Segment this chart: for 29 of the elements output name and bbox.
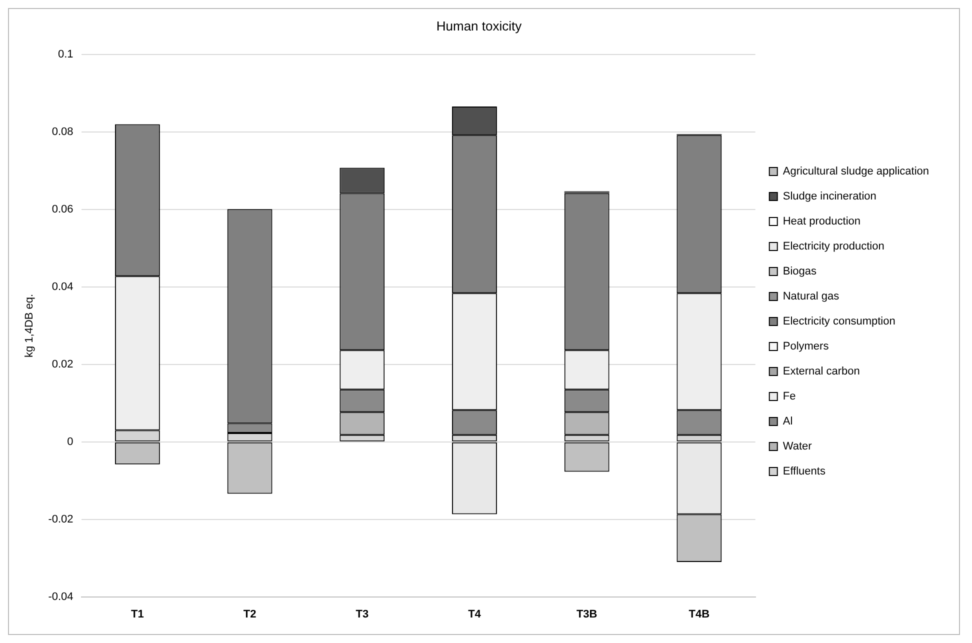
x-tick-label: T3 xyxy=(356,608,369,620)
legend-label: Heat production xyxy=(782,216,861,228)
y-tick-label: 0.04 xyxy=(52,281,74,294)
y-tick-label: 0.06 xyxy=(52,204,74,216)
y-tick-label: 0.1 xyxy=(58,48,74,61)
legend-label: Polymers xyxy=(782,340,830,353)
legend-label: Agricultural sludge application xyxy=(782,166,930,178)
y-tick-label: 0 xyxy=(67,436,74,448)
y-tick-label: 0.08 xyxy=(52,126,74,138)
x-tick-label: T1 xyxy=(131,608,144,620)
legend-label: Natural gas xyxy=(782,290,840,303)
x-tick-label: T4B xyxy=(688,608,710,620)
legend-label: Biogas xyxy=(782,266,817,278)
y-tick-label: -0.04 xyxy=(48,590,74,603)
chart-title: Human toxicity xyxy=(436,18,522,34)
legend-label: Water xyxy=(782,440,812,453)
legend-label: Al xyxy=(782,416,793,428)
legend-label: Sludge incineration xyxy=(782,190,876,203)
x-tick-label: T3B xyxy=(576,608,598,620)
y-axis-title: kg 1,4DB eq. xyxy=(24,294,36,358)
legend-label: Fe xyxy=(782,390,796,403)
x-tick-label: T4 xyxy=(468,608,482,620)
x-tick-label: T2 xyxy=(243,608,256,620)
legend-label: Electricity consumption xyxy=(782,316,896,328)
y-tick-label: -0.02 xyxy=(48,513,74,526)
y-tick-label: 0.02 xyxy=(52,358,74,370)
legend-label: Effluents xyxy=(782,466,826,478)
legend-label: External carbon xyxy=(782,366,860,378)
legend-label: Electricity production xyxy=(782,240,884,253)
